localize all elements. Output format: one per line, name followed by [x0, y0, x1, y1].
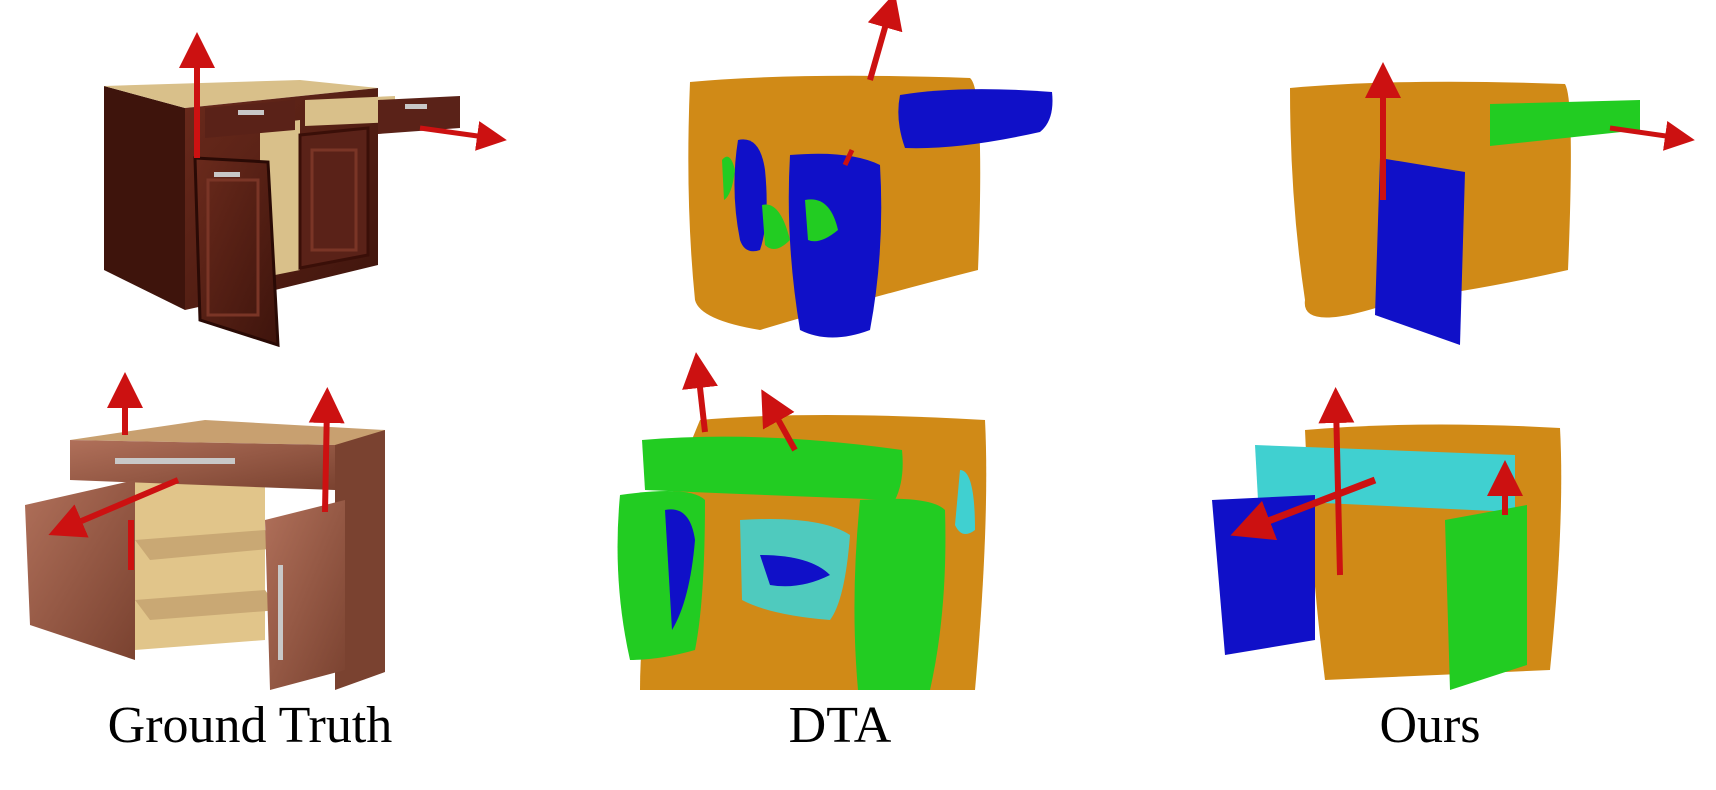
gt-cabinet-2 — [25, 372, 385, 690]
ours-cabinet-2 — [1212, 387, 1562, 690]
dta-cabinet-2 — [617, 352, 987, 690]
ours-cabinet-1 — [1290, 62, 1695, 345]
dta-cabinet-1 — [688, 0, 1053, 338]
ground-truth-label: Ground Truth — [107, 697, 393, 754]
dta-label: DTA — [788, 697, 892, 754]
gt-cabinet-1 — [104, 32, 507, 348]
ours-label: Ours — [1379, 697, 1481, 754]
